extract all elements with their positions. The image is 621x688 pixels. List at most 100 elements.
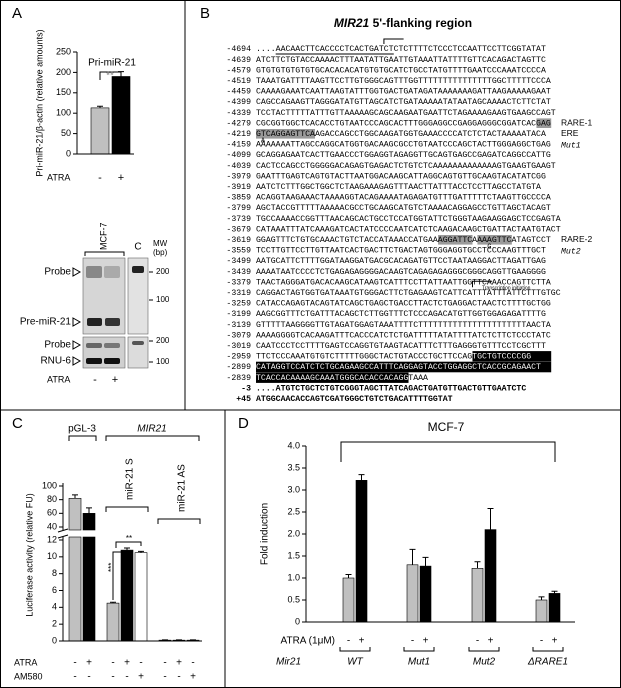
error-bar: [538, 596, 545, 600]
error-bar: [72, 494, 78, 499]
bar: [120, 549, 134, 642]
sequence: AATCTCTTTGGCTGGCTCTAAGAAAGAGTTTAACTTATTT…: [256, 183, 541, 192]
annotation: ***: [107, 563, 116, 572]
error-bar: [97, 105, 103, 108]
row-label: ATRA: [47, 172, 70, 182]
x-tick-label: ΔRARE1: [527, 657, 568, 668]
position: -3979: [226, 172, 251, 181]
arrowhead: [72, 317, 82, 327]
sequence: ....AACAACTTCACCCCTCACTGATCTCTCTTTTCTCCC…: [256, 45, 546, 54]
bracket: [68, 435, 97, 441]
sequence: ATCTTCTGTACCAAAACTTTAATATTGAATTGTAAATTAT…: [256, 56, 546, 65]
sequence: GGAGTTTCTGTGCAAACTGTCTACCATAAACCATGAAAGG…: [256, 236, 551, 245]
panel-label: D: [238, 415, 249, 432]
note: ERE: [561, 128, 579, 138]
y-tick-label: 150: [56, 87, 71, 97]
treatment: +: [190, 672, 196, 683]
treatment: +: [423, 636, 429, 647]
position: -3559: [226, 247, 251, 256]
error-bar: [138, 550, 144, 553]
y-tick-label: 3.5: [287, 462, 300, 472]
treatment: -: [139, 658, 142, 669]
group-label: pGL-3: [68, 424, 96, 435]
error-bar: [110, 601, 116, 604]
inverse-highlight: [256, 361, 552, 373]
band-label: RNU-6: [40, 356, 71, 367]
position: -4519: [226, 77, 251, 86]
position: -3079: [226, 331, 251, 340]
arrow: [471, 280, 493, 288]
treatment: -: [163, 658, 166, 669]
y-tick-label: 3.0: [287, 484, 300, 494]
y-tick-label: 250: [56, 46, 71, 56]
gel: [127, 336, 149, 369]
gel: [127, 257, 149, 335]
y-tick-label: 100: [42, 480, 57, 490]
y-tick-label: 4: [52, 602, 57, 612]
bar: [406, 564, 419, 623]
sequence: GTCAGGAGTTCAAGACCAGCCTGGCAAGATGGTGAAACCC…: [256, 130, 546, 139]
group-label: miR-21 AS: [177, 464, 188, 512]
sequence: ATGGCAACACCAGTCGATGGGCTGTCTGACATTTTGGTAT: [256, 395, 453, 404]
treatment: -: [347, 636, 350, 647]
treatment: +: [176, 658, 182, 669]
position: -3019: [226, 342, 251, 351]
position: -3739: [226, 215, 251, 224]
sequence: AAAAAAATTAGCCAGGCATGGTGACAAGCGCCTGTAATCC…: [256, 141, 551, 150]
treatment: -: [93, 374, 97, 386]
band: [86, 358, 102, 364]
bracket: [105, 435, 200, 441]
group-label: miR-21 S: [125, 458, 136, 500]
position: -3319: [226, 289, 251, 298]
treatment: +: [124, 658, 130, 669]
position: -4159: [226, 141, 251, 150]
y-tick-label: 0: [52, 635, 57, 645]
panel-label: A: [12, 5, 22, 22]
arrowhead: [72, 340, 82, 350]
highlight: [438, 235, 473, 245]
position: -3859: [226, 194, 251, 203]
inverse-highlight: [472, 351, 552, 362]
mutation: A: [261, 138, 266, 146]
bar: [419, 565, 432, 623]
sequence: AATGCATTCTTTTGGATAAGGATGACGCACAGATGTTCCT…: [256, 257, 546, 266]
bracket: [112, 551, 128, 600]
y-tick-label: 10: [47, 551, 57, 561]
bar: [82, 536, 96, 642]
bar: [68, 497, 82, 531]
band: [104, 358, 120, 364]
x-tick-label: +: [118, 172, 124, 184]
treatment: +: [488, 636, 494, 647]
sequence: TAACTAGGGATGACACAAGCATAAGTCATTTCCTTATTAA…: [256, 278, 551, 287]
bar: [342, 577, 355, 623]
error-bar: [551, 590, 558, 594]
position: -3199: [226, 310, 251, 319]
position: -4039: [226, 162, 251, 171]
error-bar: [422, 556, 429, 567]
arrow: [383, 38, 404, 44]
x-tick-label: WT: [347, 657, 363, 668]
error-bar: [474, 561, 481, 569]
lane-label: MCF-7: [98, 223, 108, 251]
band: [86, 266, 102, 278]
sequence: CACTCCAGCCTGGGGGACAGAGTGAGACTCTGTCTCAAAA…: [256, 162, 556, 171]
x-tick-label: Mut2: [473, 657, 496, 668]
bracket: [468, 647, 500, 652]
band: [132, 341, 144, 345]
y-tick-label: 2.0: [287, 528, 300, 538]
bar: [134, 552, 148, 642]
mw-value: 100: [156, 295, 170, 304]
y-tick-label: 0: [66, 148, 71, 158]
position: -4639: [226, 56, 251, 65]
note: Mut2: [561, 248, 581, 257]
y-axis-label: Fold induction: [260, 503, 271, 565]
position: -3799: [226, 204, 251, 213]
y-axis-label: Luciferase activity (relative FU): [24, 493, 34, 617]
row-label: AM580: [14, 671, 43, 681]
position: -2899: [226, 363, 251, 372]
arrowhead: [72, 267, 82, 277]
chart-title: MCF-7: [428, 420, 465, 434]
y-tick-label: 2: [52, 619, 57, 629]
treatment: -: [111, 658, 114, 669]
